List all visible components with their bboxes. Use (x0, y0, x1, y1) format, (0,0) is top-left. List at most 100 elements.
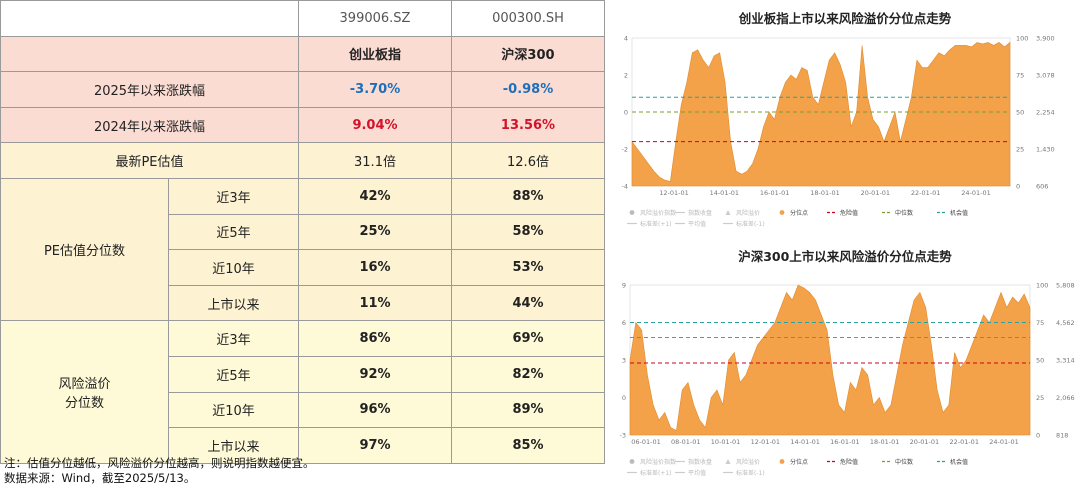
x-tick-label: 14-01-01 (710, 189, 740, 197)
legend-label: 机会值 (950, 458, 968, 466)
percentile-area-series (631, 41, 1011, 187)
legend-label: 指数收盘 (688, 209, 712, 217)
table-row: 近5年 92% 82% (1, 355, 605, 393)
table-row: 近10年 16% 53% (1, 249, 605, 286)
y-pct-tick-label: 0 (1036, 432, 1040, 440)
y-right-tick-label: 2,254 (1036, 109, 1055, 117)
chart-panel-hs300: 沪深300上市以来风险溢价分位点走势 9 100 5,808 6 75 4,562 3 50 3… (612, 243, 1078, 487)
period-label: 近5年 (168, 355, 299, 393)
chart-svg-cyb: 4 100 3,900 2 75 3,078 0 50 2,254 -2 25 1,430 -4 0 606… (622, 35, 1055, 229)
name-header-cyb: 创业板指 (298, 35, 452, 73)
y-left-tick-label: -2 (622, 146, 628, 154)
table-row: 2025年以来涨跌幅 -3.70% -0.98% (0, 71, 605, 108)
percentile-area-series (629, 284, 1031, 436)
table-row: 上市以来 97% 85% (1, 427, 605, 464)
legend-label: 标准差(+1) (640, 220, 672, 228)
chart-title-hs300: 沪深300上市以来风险溢价分位点走势 (738, 249, 952, 264)
y-pct-tick-label: 25 (1016, 146, 1024, 154)
row-label: 2024年以来涨跌幅 (0, 106, 299, 144)
period-label: 近5年 (168, 213, 299, 251)
legend-marker (629, 459, 635, 464)
table-row: 最新PE估值 31.1倍 12.6倍 (0, 142, 605, 179)
y-pct-tick-label: 75 (1016, 72, 1024, 80)
row-label: 2025年以来涨跌幅 (0, 71, 299, 108)
table-cell: 97% (298, 427, 452, 464)
y-left-tick-label: -3 (620, 432, 626, 440)
legend-marker (779, 210, 785, 215)
table-cell: 89% (451, 391, 605, 429)
notes: 注：估值分位越低，风险溢价分位越高，则说明指数越便宜。 数据来源：Wind，截至… (4, 456, 315, 486)
table-row: 近10年 96% 89% (1, 391, 605, 429)
period-label: 近3年 (168, 177, 299, 215)
y-left-tick-label: 9 (622, 282, 626, 290)
comparison-table: 399006.SZ 000300.SH 创业板指 沪深300 2025年以来涨跌… (0, 0, 605, 464)
legend-label: 中位数 (895, 458, 913, 466)
y-pct-tick-label: 0 (1016, 183, 1020, 191)
legend-marker (629, 210, 635, 215)
table-cell: 92% (298, 355, 452, 393)
table-cell: 96% (298, 391, 452, 429)
table-cell: 13.56% (451, 106, 605, 144)
x-tick-label: 24-01-01 (989, 438, 1019, 446)
table-cell: -0.98% (451, 71, 605, 108)
group-label-risk-premium: 风险溢价 分位数 (0, 320, 169, 464)
table-cell: 42% (298, 177, 452, 215)
legend-label: 风险溢价 (736, 458, 760, 466)
x-tick-label: 22-01-01 (911, 189, 941, 197)
group-label-line: 分位数 (64, 396, 104, 412)
y-pct-tick-label: 100 (1016, 35, 1028, 43)
period-label: 近10年 (168, 391, 299, 429)
x-tick-label: 12-01-01 (751, 438, 781, 446)
legend-label: 标准差(-1) (736, 469, 765, 477)
y-pct-tick-label: 100 (1036, 282, 1048, 290)
legend-label: 标准差(+1) (640, 469, 672, 477)
group-label-line: 风险溢价 (58, 377, 111, 393)
table-cell: 25% (298, 213, 452, 251)
table-corner-cell (0, 0, 299, 37)
x-tick-label: 16-01-01 (760, 189, 790, 197)
x-tick-label: 24-01-01 (961, 189, 991, 197)
period-label: 近10年 (168, 249, 299, 286)
table-row: 风险溢价 分位数 近3年 86% 69% (0, 320, 605, 464)
y-right-tick-label: 606 (1036, 183, 1048, 191)
x-tick-label: 08-01-01 (671, 438, 701, 446)
y-left-tick-label: 3 (622, 357, 626, 365)
x-tick-label: 18-01-01 (870, 438, 900, 446)
x-tick-label: 16-01-01 (830, 438, 860, 446)
table-cell: 9.04% (298, 106, 452, 144)
name-header-hs300: 沪深300 (451, 35, 605, 73)
legend-marker (779, 459, 785, 464)
y-right-tick-label: 1,430 (1036, 146, 1055, 154)
table-cell: 12.6倍 (451, 142, 605, 179)
x-tick-label: 22-01-01 (949, 438, 979, 446)
code-header-hs300: 000300.SH (451, 0, 605, 37)
table-row: PE估值分位数 近3年 42% 88% (0, 177, 605, 322)
y-pct-tick-label: 50 (1036, 357, 1044, 365)
table-cell: 16% (298, 249, 452, 286)
chart-panel-cyb: 创业板指上市以来风险溢价分位点走势 4 100 3,900 2 75 3,078 0 50 2,… (612, 0, 1078, 240)
y-right-tick-label: 818 (1056, 432, 1068, 440)
legend-label: 分位点 (790, 458, 808, 466)
table-cell: 85% (451, 427, 605, 464)
legend-marker (725, 210, 731, 215)
y-right-tick-label: 4,562 (1056, 319, 1075, 327)
y-pct-tick-label: 25 (1036, 394, 1044, 402)
table-cell: 69% (451, 320, 605, 357)
legend-marker (725, 459, 731, 464)
legend-label: 标准差(-1) (736, 220, 765, 228)
table-cell: -3.70% (298, 71, 452, 108)
x-tick-label: 12-01-01 (659, 189, 689, 197)
table-cell: 88% (451, 177, 605, 215)
y-pct-tick-label: 75 (1036, 319, 1044, 327)
legend-label: 平均值 (688, 220, 706, 228)
x-tick-label: 18-01-01 (810, 189, 840, 197)
y-pct-tick-label: 50 (1016, 109, 1024, 117)
y-right-tick-label: 5,808 (1056, 282, 1075, 290)
y-left-tick-label: 0 (622, 394, 626, 402)
table-cell: 31.1倍 (298, 142, 452, 179)
x-tick-label: 06-01-01 (631, 438, 661, 446)
y-right-tick-label: 3,314 (1056, 357, 1075, 365)
table-cell: 11% (298, 284, 452, 322)
y-right-tick-label: 3,078 (1036, 72, 1055, 80)
legend-label: 危险值 (840, 458, 858, 466)
